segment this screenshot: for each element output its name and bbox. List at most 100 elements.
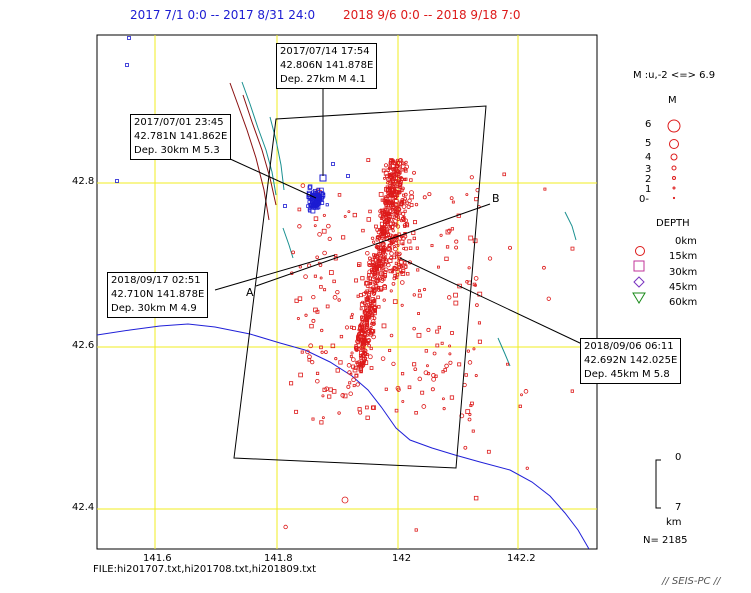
epicenter-point [374, 284, 379, 289]
callout-line: 2017/07/14 17:54 [280, 46, 370, 57]
epicenter-point [366, 276, 370, 280]
magnitude-legend-circle [672, 196, 676, 200]
callout-line: Dep. 45km M 5.8 [584, 369, 670, 380]
epicenter-point [369, 346, 373, 351]
epicenter-point [363, 356, 368, 360]
epicenter-point [365, 289, 369, 294]
epicenter-point [383, 170, 389, 176]
epicenter-point [445, 245, 450, 249]
epicenter-point [283, 524, 288, 530]
epicenter-point [308, 343, 314, 349]
epicenter-point [398, 158, 404, 163]
epicenter-point [477, 321, 481, 325]
epicenter-point [401, 168, 405, 172]
epicenter-point [125, 63, 129, 67]
epicenter-point [352, 367, 358, 373]
epicenter-point [465, 280, 469, 284]
epicenter-point [317, 232, 322, 237]
epicenter-point [319, 345, 323, 350]
epicenter-point [296, 317, 300, 321]
epicenter-point [542, 265, 546, 270]
epicenter-point [351, 377, 356, 383]
epicenter-point [378, 232, 382, 236]
epicenter-point [391, 361, 396, 366]
epicenter-point [486, 449, 491, 454]
epicenter-point [322, 250, 327, 256]
epicenter-point [360, 360, 364, 365]
y-tick-label: 42.4 [72, 502, 95, 513]
epicenter-point [464, 373, 468, 377]
epicenter-point [370, 322, 374, 326]
epicenter-point [389, 200, 394, 205]
epicenter-point [430, 244, 434, 248]
y-tick-label: 42.8 [72, 176, 95, 187]
epicenter-point [394, 408, 399, 413]
epicenter-point [392, 215, 396, 219]
river [564, 211, 577, 241]
map-features [96, 81, 590, 550]
epicenter-point [407, 239, 412, 244]
epicenter-point [372, 301, 377, 306]
epicenter-point [396, 211, 400, 215]
epicenter-point [387, 258, 393, 263]
epicenter-point [341, 235, 346, 240]
epicenter-point [450, 227, 455, 231]
epicenter-point [412, 293, 416, 297]
epicenter-point [309, 203, 313, 207]
epicenter-point [420, 390, 425, 395]
epicenter-point [418, 289, 421, 293]
epicenter-point [473, 495, 479, 501]
epicenter-point [570, 389, 574, 393]
epicenter-point [391, 229, 395, 233]
epicenter-point [397, 251, 402, 256]
scale-bottom-label: 7 [675, 502, 682, 513]
epicenter-point [368, 309, 373, 314]
epicenter-point [371, 405, 376, 410]
epicenter-point [317, 200, 322, 206]
callout-line: Dep. 30km M 4.9 [111, 303, 197, 314]
epicenter-point [378, 192, 384, 197]
epicenter-point [365, 405, 369, 410]
epicenter-point [388, 180, 393, 184]
epicenter-point [466, 349, 470, 353]
epicenter-point [384, 187, 389, 192]
epicenter-point [457, 283, 462, 289]
epicenter-point [384, 207, 389, 212]
epicenter-point [369, 311, 374, 316]
magnitude-legend-circle [671, 165, 677, 171]
epicenter-point [405, 223, 410, 228]
epicenter-point [325, 203, 329, 207]
epicenter-point [360, 338, 365, 343]
epicenter-point [341, 496, 349, 504]
epicenter-point [358, 331, 364, 337]
epicenter-point [355, 382, 360, 387]
epicenter-point [358, 410, 363, 415]
epicenter-point [388, 185, 391, 189]
epicenter-point [364, 306, 368, 310]
epicenter-point [350, 351, 354, 355]
epicenter-point [321, 191, 325, 196]
epicenter-point [382, 284, 387, 289]
magnitude-label: 0- [639, 194, 649, 205]
magnitude-legend-circle [667, 119, 681, 133]
depth-45-symbol [633, 276, 645, 288]
epicenter-point [383, 215, 388, 221]
epicenter-point [344, 325, 350, 330]
epicenter-point [372, 292, 376, 296]
epicenter-point [353, 365, 358, 370]
epicenter-point [439, 233, 443, 237]
epicenter-point [366, 340, 370, 345]
epicenter-point [381, 255, 385, 260]
epicenter-point [375, 278, 381, 283]
epicenter-point [360, 320, 364, 324]
epicenter-point [376, 271, 380, 276]
epicenter-point [356, 335, 361, 340]
epicenter-point [380, 356, 386, 361]
depth-label: 15km [669, 251, 698, 262]
epicenter-point [404, 160, 408, 164]
blue-period-label: 2017 7/1 0:0 -- 2017 8/31 24:0 [130, 8, 316, 22]
epicenter-point [465, 193, 469, 197]
epicenter-point [390, 224, 395, 229]
x-tick-label: 142 [392, 553, 412, 564]
river [241, 81, 277, 196]
